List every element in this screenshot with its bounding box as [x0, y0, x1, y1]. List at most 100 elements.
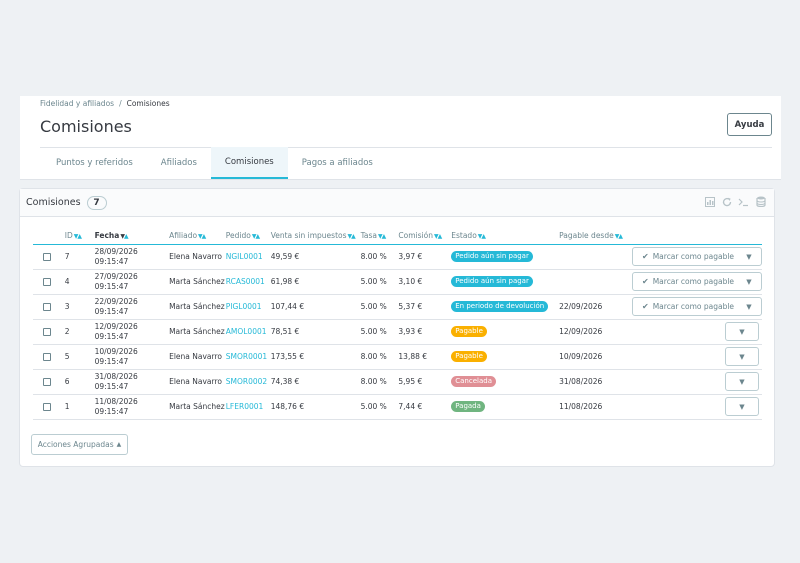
status-cell: Pagada	[451, 394, 560, 420]
rate-cell: 5.00 %	[360, 394, 399, 420]
status-badge: Pagable	[451, 326, 487, 337]
rate-cell: 8.00 %	[360, 344, 399, 370]
date-cell: 31/08/2026 09:15:47	[94, 369, 170, 395]
tabs-divider	[40, 147, 772, 148]
rate-cell: 5.00 %	[360, 269, 399, 295]
row-checkbox[interactable]	[43, 402, 51, 411]
actions-cell: ▼	[631, 369, 762, 395]
tab-affiliates[interactable]: Afiliados	[160, 158, 197, 168]
row-checkbox[interactable]	[43, 302, 51, 311]
refresh-icon[interactable]	[721, 196, 732, 207]
row-checkbox[interactable]	[43, 252, 51, 261]
header-order[interactable]: Pedido▼▲	[225, 228, 271, 245]
sort-arrows[interactable]: ▼▲	[198, 233, 206, 241]
tab-points-referrals[interactable]: Puntos y referidos	[56, 158, 133, 168]
rate-cell: 8.00 %	[360, 369, 399, 395]
chevron-down-icon: ▼	[739, 327, 745, 336]
breadcrumb-separator: /	[119, 99, 122, 108]
tab-commissions[interactable]: Comisiones	[210, 147, 288, 179]
row-actions-dropdown[interactable]: ▼	[725, 347, 759, 366]
status-badge: Pagada	[451, 401, 485, 412]
header-status[interactable]: Estado▼▲	[451, 228, 560, 245]
status-badge: Pedido aún sin pagar	[451, 276, 533, 287]
sort-arrows[interactable]: ▼▲	[73, 233, 82, 241]
mark-payable-button[interactable]: ✔ Marcar como pagable	[633, 248, 737, 265]
order-link[interactable]: PIGL0001	[225, 302, 262, 311]
mark-payable-split-button: ✔ Marcar como pagable ▼	[632, 272, 762, 291]
order-link[interactable]: RCAS0001	[225, 277, 265, 286]
actions-cell: ✔ Marcar como pagable ▼	[631, 294, 762, 320]
date-cell: 11/08/2026 09:15:47	[94, 394, 170, 420]
order-link[interactable]: SMOR0001	[225, 352, 268, 361]
table-row[interactable]: 2 12/09/2026 09:15:47 Marta Sánchez AMOL000…	[33, 319, 762, 345]
row-checkbox[interactable]	[43, 352, 51, 361]
database-icon[interactable]	[755, 196, 766, 207]
sale-cell: 148,76 €	[270, 394, 361, 420]
chevron-down-icon: ▼	[739, 402, 745, 411]
sale-cell: 78,51 €	[270, 319, 361, 345]
header-date[interactable]: Fecha▼▲	[94, 228, 170, 245]
status-cell: En periodo de devolución	[451, 294, 560, 320]
check-icon: ✔	[642, 277, 649, 286]
table-row[interactable]: 7 28/09/2026 09:15:47 Elena Navarro NGIL000…	[33, 244, 762, 270]
row-actions-dropdown[interactable]: ▼	[725, 372, 759, 391]
affiliate-cell: Marta Sánchez	[169, 294, 226, 320]
header-payable-from[interactable]: Pagable desde▼▲	[559, 228, 632, 245]
table-row[interactable]: 5 10/09/2026 09:15:47 Elena Navarro SMOR000…	[33, 344, 762, 370]
id-cell: 4	[64, 269, 95, 295]
breadcrumb-parent[interactable]: Fidelidad y afiliados	[40, 99, 115, 108]
tab-affiliate-payments[interactable]: Pagos a afiliados	[301, 158, 373, 168]
chevron-down-icon: ▼	[739, 377, 745, 386]
sort-arrows[interactable]: ▼▲	[347, 233, 356, 241]
order-link[interactable]: SMOR0002	[225, 377, 268, 386]
row-actions-dropdown[interactable]: ▼	[725, 397, 759, 416]
sort-arrows[interactable]: ▼▲	[378, 233, 386, 241]
order-link[interactable]: AMOL0001	[225, 327, 267, 336]
row-checkbox[interactable]	[43, 377, 51, 386]
id-cell: 6	[64, 369, 95, 395]
sort-arrows[interactable]: ▼▲	[614, 233, 623, 241]
commission-cell: 7,44 €	[398, 394, 452, 420]
sort-arrows[interactable]: ▼▲	[477, 233, 486, 241]
table-row[interactable]: 6 31/08/2026 09:15:47 Elena Navarro SMOR000…	[33, 369, 762, 395]
status-cell: Pedido aún sin pagar	[451, 244, 560, 270]
row-checkbox[interactable]	[43, 277, 51, 286]
mark-payable-button[interactable]: ✔ Marcar como pagable	[633, 298, 737, 315]
select-cell	[33, 269, 65, 295]
header-id[interactable]: ID▼▲	[64, 228, 95, 245]
mark-payable-split-button: ✔ Marcar como pagable ▼	[632, 247, 762, 266]
order-link[interactable]: LFER0001	[225, 402, 264, 411]
chevron-down-icon[interactable]: ▼	[746, 252, 752, 261]
row-checkbox[interactable]	[43, 327, 51, 336]
actions-cell: ▼	[631, 394, 762, 420]
bulk-actions-button[interactable]: Acciones Agrupadas ▲	[31, 434, 128, 455]
select-cell	[33, 319, 65, 345]
chevron-down-icon[interactable]: ▼	[746, 277, 752, 286]
actions-cell: ✔ Marcar como pagable ▼	[631, 269, 762, 295]
commission-cell: 5,95 €	[398, 369, 452, 395]
payable-from-cell: 10/09/2026	[559, 344, 632, 370]
chart-icon[interactable]	[704, 196, 715, 207]
row-actions-dropdown[interactable]: ▼	[725, 322, 759, 341]
header-rate[interactable]: Tasa▼▲	[360, 228, 399, 245]
chevron-down-icon[interactable]: ▼	[746, 302, 752, 311]
order-cell: SMOR0002	[225, 369, 271, 395]
sort-arrows[interactable]: ▼▲	[251, 233, 260, 241]
table-row[interactable]: 3 22/09/2026 09:15:47 Marta Sánchez PIGL000…	[33, 294, 762, 320]
sort-arrows[interactable]: ▼▲	[120, 233, 128, 241]
terminal-icon[interactable]	[738, 196, 749, 207]
mark-payable-button[interactable]: ✔ Marcar como pagable	[633, 273, 737, 290]
payable-from-cell: 11/08/2026	[559, 394, 632, 420]
order-link[interactable]: NGIL0001	[225, 252, 263, 261]
header-sale[interactable]: Venta sin impuestos▼▲	[270, 228, 361, 245]
header-affiliate[interactable]: Afiliado▼▲	[169, 228, 226, 245]
table-row[interactable]: 4 27/09/2026 09:15:47 Marta Sánchez RCAS000…	[33, 269, 762, 295]
sort-arrows[interactable]: ▼▲	[433, 233, 442, 241]
header-commission[interactable]: Comisión▼▲	[398, 228, 452, 245]
help-button[interactable]: Ayuda	[727, 113, 772, 136]
date-cell: 12/09/2026 09:15:47	[94, 319, 170, 345]
select-cell	[33, 394, 65, 420]
rate-cell: 5.00 %	[360, 319, 399, 345]
order-cell: PIGL0001	[225, 294, 271, 320]
table-row[interactable]: 1 11/08/2026 09:15:47 Marta Sánchez LFER000…	[33, 394, 762, 420]
